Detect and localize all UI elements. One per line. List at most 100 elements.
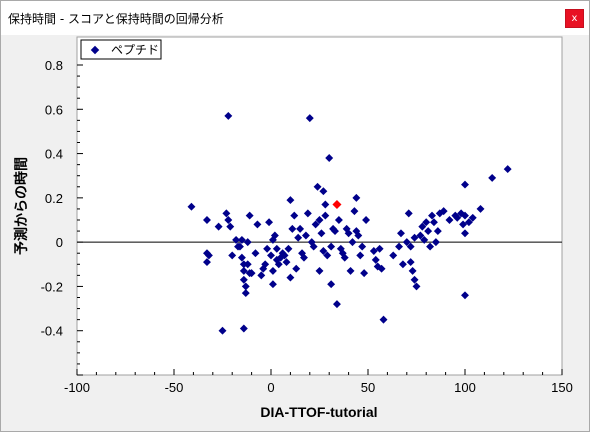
data-point[interactable] — [352, 193, 361, 202]
data-point[interactable] — [315, 216, 324, 224]
data-point[interactable] — [247, 269, 256, 278]
data-point[interactable] — [300, 253, 308, 262]
data-point[interactable] — [461, 211, 469, 220]
data-point[interactable] — [268, 280, 277, 289]
data-point[interactable] — [406, 258, 415, 267]
data-point[interactable] — [319, 187, 328, 196]
data-point[interactable] — [430, 218, 438, 227]
data-point[interactable] — [268, 266, 277, 275]
data-point[interactable] — [389, 251, 398, 260]
data-point[interactable] — [239, 324, 248, 333]
data-point[interactable] — [428, 211, 436, 220]
data-point[interactable] — [218, 326, 227, 335]
data-point[interactable] — [292, 264, 301, 273]
data-point[interactable] — [321, 200, 330, 209]
data-point[interactable] — [354, 231, 363, 240]
data-point[interactable] — [305, 114, 314, 123]
data-point[interactable] — [412, 282, 421, 291]
data-point[interactable] — [274, 260, 283, 269]
data-point[interactable] — [398, 260, 407, 269]
data-point[interactable] — [325, 154, 334, 162]
data-point[interactable] — [294, 233, 303, 242]
data-point[interactable] — [327, 280, 336, 289]
data-point[interactable] — [356, 251, 365, 260]
data-point[interactable] — [410, 233, 419, 242]
data-point[interactable] — [422, 218, 431, 227]
data-point[interactable] — [464, 218, 473, 227]
data-point[interactable] — [321, 211, 330, 220]
data-point[interactable] — [350, 207, 359, 216]
data-point[interactable] — [371, 255, 380, 264]
data-point[interactable] — [257, 271, 266, 280]
data-point[interactable] — [461, 229, 469, 238]
data-point[interactable] — [311, 220, 320, 229]
data-point[interactable] — [241, 289, 250, 298]
data-point[interactable] — [362, 216, 371, 224]
scatter-chart[interactable]: ペプチド 0.8 0.6 0.4 0.2 0 -0.2 -0.4 -100 -50 0 50 100 1… — [1, 35, 589, 431]
close-button[interactable]: x — [565, 9, 584, 28]
data-point[interactable] — [309, 242, 318, 251]
data-point[interactable] — [426, 242, 435, 251]
data-point[interactable] — [346, 266, 355, 275]
data-point[interactable] — [404, 209, 413, 218]
data-point[interactable] — [333, 300, 341, 309]
data-point[interactable] — [461, 180, 469, 189]
data-point[interactable] — [488, 173, 497, 182]
data-point[interactable] — [453, 213, 462, 222]
data-point[interactable] — [420, 235, 429, 244]
data-point[interactable] — [296, 224, 305, 233]
data-point[interactable] — [402, 238, 411, 247]
data-point[interactable] — [379, 315, 388, 324]
data-point[interactable] — [433, 227, 442, 236]
data-point[interactable] — [408, 266, 417, 275]
data-point[interactable] — [282, 258, 291, 267]
data-point[interactable] — [360, 269, 369, 278]
data-point[interactable] — [416, 231, 425, 240]
data-point[interactable] — [267, 251, 275, 260]
data-point[interactable] — [468, 213, 477, 222]
data-point[interactable] — [327, 242, 336, 251]
data-point[interactable] — [377, 264, 386, 273]
data-point[interactable] — [459, 220, 468, 229]
data-point[interactable] — [418, 222, 427, 231]
data-point[interactable] — [344, 229, 353, 238]
data-point[interactable] — [270, 231, 279, 240]
data-point[interactable] — [395, 242, 403, 251]
data-point[interactable] — [406, 242, 415, 251]
data-point[interactable] — [358, 242, 367, 251]
data-point[interactable] — [445, 216, 454, 224]
data-point[interactable] — [288, 224, 297, 233]
plot-area — [76, 36, 563, 376]
data-point[interactable] — [272, 244, 281, 253]
data-point[interactable] — [369, 247, 378, 255]
data-point[interactable] — [319, 247, 328, 255]
data-point[interactable] — [280, 251, 289, 260]
data-point[interactable] — [476, 204, 485, 213]
data-point[interactable] — [301, 231, 310, 240]
data-point[interactable] — [261, 260, 270, 269]
data-point[interactable] — [340, 253, 349, 262]
data-point[interactable] — [315, 266, 324, 275]
data-point[interactable] — [503, 165, 512, 174]
data-point[interactable] — [375, 244, 384, 253]
data-point[interactable] — [286, 196, 295, 205]
data-point[interactable] — [424, 227, 433, 236]
data-point[interactable] — [286, 273, 295, 282]
data-point[interactable] — [313, 182, 322, 191]
data-point[interactable] — [397, 229, 405, 238]
data-point[interactable] — [439, 207, 448, 216]
data-point[interactable] — [303, 209, 312, 218]
data-point[interactable] — [410, 275, 419, 284]
data-point[interactable] — [431, 238, 440, 247]
data-point[interactable] — [263, 244, 272, 253]
data-point[interactable] — [348, 238, 357, 247]
data-point[interactable] — [334, 216, 343, 224]
data-point[interactable] — [265, 218, 274, 227]
data-point[interactable] — [331, 227, 339, 236]
title-bar[interactable]: 保持時間 - スコアと保持時間の回帰分析 x — [1, 1, 589, 35]
data-point[interactable] — [323, 251, 332, 260]
data-point[interactable] — [317, 229, 326, 238]
data-point[interactable] — [461, 291, 469, 300]
data-point[interactable] — [290, 211, 299, 220]
data-point[interactable] — [284, 244, 293, 253]
